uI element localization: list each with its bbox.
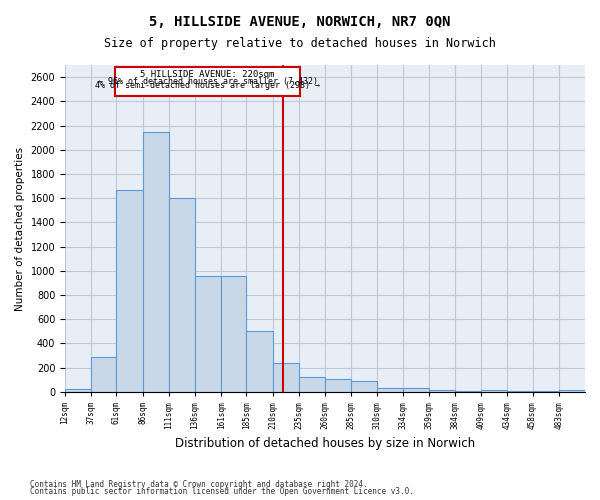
- Bar: [325, 378, 351, 392]
- Y-axis label: Number of detached properties: Number of detached properties: [15, 146, 25, 310]
- Bar: [429, 390, 455, 392]
- Text: Contains public sector information licensed under the Open Government Licence v3: Contains public sector information licen…: [30, 487, 414, 496]
- Text: 4% of semi-detached houses are larger (298) →: 4% of semi-detached houses are larger (2…: [95, 82, 320, 90]
- Bar: [116, 190, 143, 392]
- Bar: [91, 357, 116, 392]
- Text: 5, HILLSIDE AVENUE, NORWICH, NR7 0QN: 5, HILLSIDE AVENUE, NORWICH, NR7 0QN: [149, 15, 451, 29]
- Text: Size of property relative to detached houses in Norwich: Size of property relative to detached ho…: [104, 38, 496, 51]
- Bar: [272, 363, 299, 392]
- Text: Contains HM Land Registry data © Crown copyright and database right 2024.: Contains HM Land Registry data © Crown c…: [30, 480, 368, 489]
- X-axis label: Distribution of detached houses by size in Norwich: Distribution of detached houses by size …: [175, 437, 475, 450]
- Bar: [247, 332, 272, 392]
- Bar: [143, 132, 169, 392]
- Bar: [65, 389, 91, 392]
- Text: 5 HILLSIDE AVENUE: 220sqm: 5 HILLSIDE AVENUE: 220sqm: [140, 70, 275, 79]
- Bar: [351, 381, 377, 392]
- Bar: [195, 276, 221, 392]
- Bar: [299, 378, 325, 392]
- Bar: [377, 388, 403, 392]
- Text: ← 96% of detached houses are smaller (7,432): ← 96% of detached houses are smaller (7,…: [98, 76, 317, 86]
- Bar: [221, 276, 247, 392]
- FancyBboxPatch shape: [115, 68, 300, 96]
- Bar: [403, 388, 429, 392]
- Bar: [559, 390, 585, 392]
- Bar: [481, 390, 508, 392]
- Bar: [169, 198, 195, 392]
